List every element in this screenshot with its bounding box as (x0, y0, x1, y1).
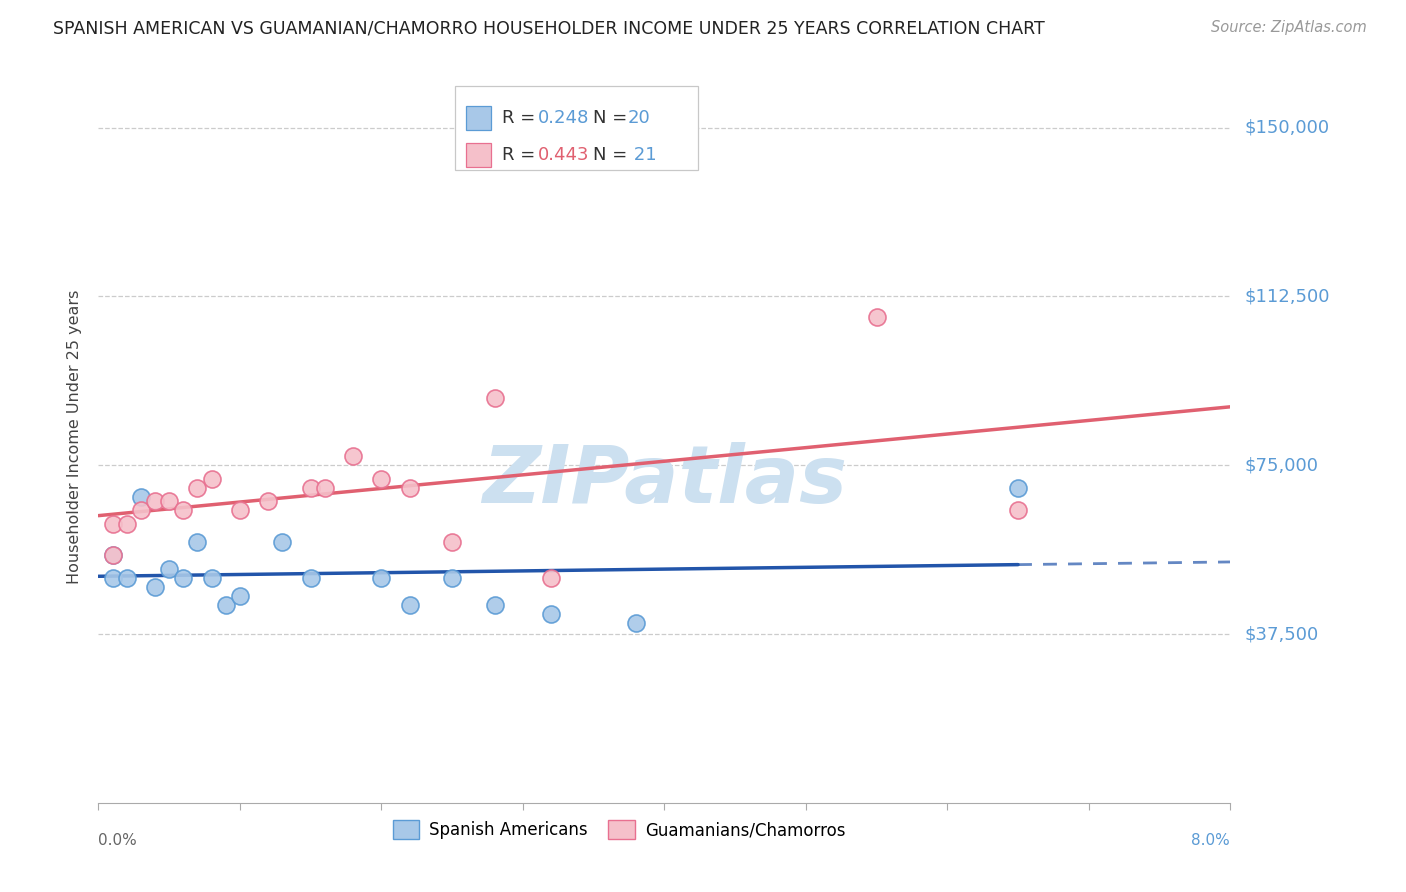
Text: $75,000: $75,000 (1244, 456, 1319, 475)
Legend: Spanish Americans, Guamanians/Chamorros: Spanish Americans, Guamanians/Chamorros (387, 814, 852, 846)
Point (314, 481, 336, 495)
Text: $37,500: $37,500 (1244, 625, 1319, 643)
Point (115, 516, 138, 531)
Point (441, 534, 464, 549)
Point (157, 494, 180, 508)
Point (229, 589, 252, 603)
Point (624, 615, 647, 630)
Point (299, 481, 322, 495)
Point (143, 580, 166, 594)
Point (172, 571, 194, 585)
Text: $150,000: $150,000 (1244, 119, 1329, 136)
Point (257, 494, 280, 508)
Point (186, 481, 208, 495)
Point (540, 571, 562, 585)
Point (271, 534, 294, 549)
Point (484, 391, 506, 405)
Point (229, 503, 252, 517)
Point (101, 571, 124, 585)
Text: R =: R = (502, 146, 541, 164)
Point (215, 598, 238, 612)
Text: ZIPatlas: ZIPatlas (482, 442, 846, 520)
Point (1007, 503, 1029, 517)
Point (186, 534, 208, 549)
Point (115, 571, 138, 585)
FancyBboxPatch shape (456, 86, 699, 170)
Point (129, 490, 152, 504)
Text: N =: N = (593, 146, 633, 164)
Text: $112,500: $112,500 (1244, 287, 1330, 305)
Text: 0.0%: 0.0% (98, 833, 138, 848)
Point (299, 571, 322, 585)
Point (540, 607, 562, 621)
Text: 20: 20 (628, 109, 651, 127)
FancyBboxPatch shape (467, 144, 491, 167)
Text: 8.0%: 8.0% (1191, 833, 1230, 848)
Point (101, 548, 124, 562)
Point (101, 548, 124, 562)
FancyBboxPatch shape (467, 106, 491, 129)
Point (342, 449, 364, 463)
Text: SPANISH AMERICAN VS GUAMANIAN/CHAMORRO HOUSEHOLDER INCOME UNDER 25 YEARS CORRELA: SPANISH AMERICAN VS GUAMANIAN/CHAMORRO H… (53, 20, 1045, 37)
Y-axis label: Householder Income Under 25 years: Householder Income Under 25 years (67, 290, 83, 584)
Point (101, 516, 124, 531)
Point (1007, 481, 1029, 495)
Text: R =: R = (502, 109, 541, 127)
Point (201, 571, 224, 585)
Point (157, 562, 180, 576)
Point (865, 310, 887, 324)
Point (398, 598, 420, 612)
Text: Source: ZipAtlas.com: Source: ZipAtlas.com (1211, 20, 1367, 35)
Text: 21: 21 (628, 146, 657, 164)
Point (201, 472, 224, 486)
Point (172, 503, 194, 517)
Point (370, 571, 392, 585)
Text: 0.248: 0.248 (537, 109, 589, 127)
Point (398, 481, 420, 495)
Point (129, 503, 152, 517)
Text: N =: N = (593, 109, 633, 127)
Point (484, 598, 506, 612)
Point (143, 494, 166, 508)
Point (370, 472, 392, 486)
Text: 0.443: 0.443 (537, 146, 589, 164)
Point (441, 571, 464, 585)
